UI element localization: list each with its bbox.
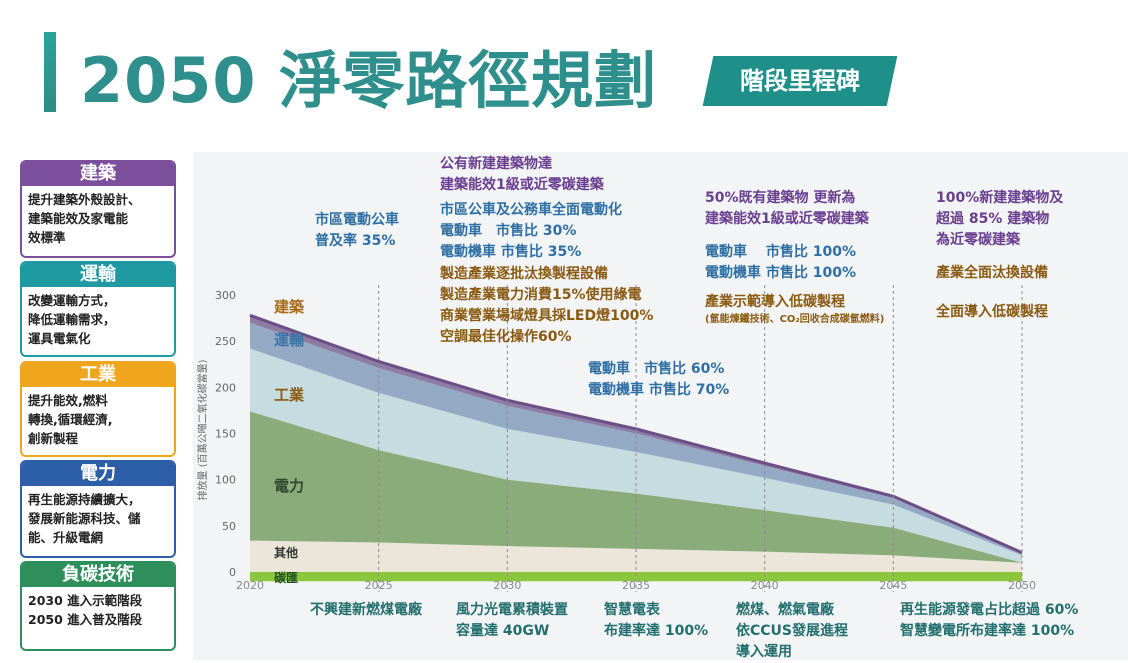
annotation-no-coal: 不興建新燃煤電廠 (310, 602, 422, 618)
annotation-wind-solar: 風力光電累積裝置 容量達 40GW (456, 602, 568, 639)
annotation-public-building: 公有新建建築物達 建築能效1級或近零碳建築 (440, 156, 604, 193)
sector-power-text: 再生能源持續擴大， 發展新能源科技、儲 能、升級電網 (28, 492, 141, 545)
annotation-renewable: 再生能源發電占比超過 60% 智慧變電所布建率達 100% (900, 602, 1079, 639)
sector-power-title: 電力 (22, 462, 174, 486)
annotation-2040-building: 50%既有建築物 更新為 建築能效1級或近零碳建築 (705, 190, 869, 227)
y-tick-200: 200 (215, 381, 236, 394)
sector-industry-title: 工業 (22, 363, 174, 387)
annotation-2050-process: 全面導入低碳製程 (936, 304, 1048, 320)
sector-building: 建築 提升建築外殼設計、 建築能效及家電能 效標準 (20, 160, 176, 258)
sector-building-title: 建築 (22, 162, 174, 186)
series-label-電力: 電力 (274, 477, 304, 495)
y-tick-100: 100 (215, 474, 236, 487)
area-series-運輸 (250, 322, 1022, 556)
y-axis-label: 排放量 (百萬公噸二氧化碳當量) (196, 359, 209, 500)
sector-industry: 工業 提升能效,燃料 轉換,循環經濟, 創新製程 (20, 361, 176, 457)
x-tick-2030: 2030 (493, 579, 521, 592)
annotation-bus-ev: 市區電動公車 普及率 35% (315, 212, 399, 249)
sector-negative-carbon: 負碳技術 2030 進入示範階段 2050 進入普及階段 (20, 561, 176, 651)
series-label-工業: 工業 (274, 386, 305, 404)
y-tick-150: 150 (215, 428, 236, 441)
area-series-電力 (250, 411, 1022, 563)
annotation-smart-meter: 智慧電表 布建率達 100% (604, 602, 709, 639)
x-tick-2040: 2040 (751, 579, 779, 592)
y-tick-50: 50 (222, 520, 236, 533)
title-accent-bar (44, 32, 56, 112)
annotation-2030-industry: 製造產業逐批汰換製程設備 製造產業電力消費15%使用綠電 商業營業場域燈具採LE… (440, 266, 654, 345)
x-tick-2025: 2025 (365, 579, 393, 592)
sector-negative-carbon-title: 負碳技術 (22, 563, 174, 587)
series-label-運輸: 運輸 (274, 331, 305, 349)
sector-industry-text: 提升能效,燃料 轉換,循環經濟, 創新製程 (28, 393, 113, 446)
sector-negative-carbon-text: 2030 進入示範階段 2050 進入普及階段 (28, 593, 143, 627)
series-label-建築: 建築 (274, 298, 305, 316)
series-label-碳匯: 碳匯 (274, 570, 298, 585)
annotation-2050-building: 100%新建建築物及 超過 85% 建築物 為近零碳建築 (936, 190, 1064, 248)
annotation-2050-equipment: 產業全面汰換設備 (936, 265, 1048, 281)
annotation-2035-ev: 電動車 市售比 60% 電動機車 市售比 70% (588, 361, 730, 398)
annotation-ccus: 燃煤、燃氣電廠 依CCUS發展進程 導入運用 (736, 602, 848, 660)
sector-building-text: 提升建築外殼設計、 建築能效及家電能 效標準 (28, 192, 141, 245)
sector-transport: 運輸 改變運輸方式， 降低運輸需求， 運具電氣化 (20, 261, 176, 357)
y-tick-0: 0 (229, 566, 236, 579)
x-tick-2035: 2035 (622, 579, 650, 592)
area-series-carbon-sink (250, 572, 1022, 582)
annotation-2040-ev: 電動車 市售比 100% 電動機車 市售比 100% (705, 244, 856, 281)
y-tick-300: 300 (215, 289, 236, 302)
sector-transport-text: 改變運輸方式， 降低運輸需求， 運具電氣化 (28, 293, 116, 346)
y-tick-250: 250 (215, 335, 236, 348)
annotation-2040-industry: 產業示範導入低碳製程 (705, 294, 845, 310)
series-label-其他: 其他 (274, 545, 298, 560)
annotation-2030-transport: 市區公車及公務車全面電動化 電動車 市售比 30% 電動機車 市售比 35% (440, 202, 622, 260)
sector-power: 電力 再生能源持續擴大， 發展新能源科技、儲 能、升級電網 (20, 460, 176, 558)
x-tick-2020: 2020 (236, 579, 264, 592)
sector-transport-title: 運輸 (22, 263, 174, 287)
annotation-2040-industry-note: (氫能煉鐵技術、CO₂回收合成碳氫燃料) (705, 314, 885, 325)
x-tick-2045: 2045 (879, 579, 907, 592)
x-tick-2050: 2050 (1008, 579, 1036, 592)
page-title: 2050 淨零路徑規劃 (80, 44, 658, 117)
